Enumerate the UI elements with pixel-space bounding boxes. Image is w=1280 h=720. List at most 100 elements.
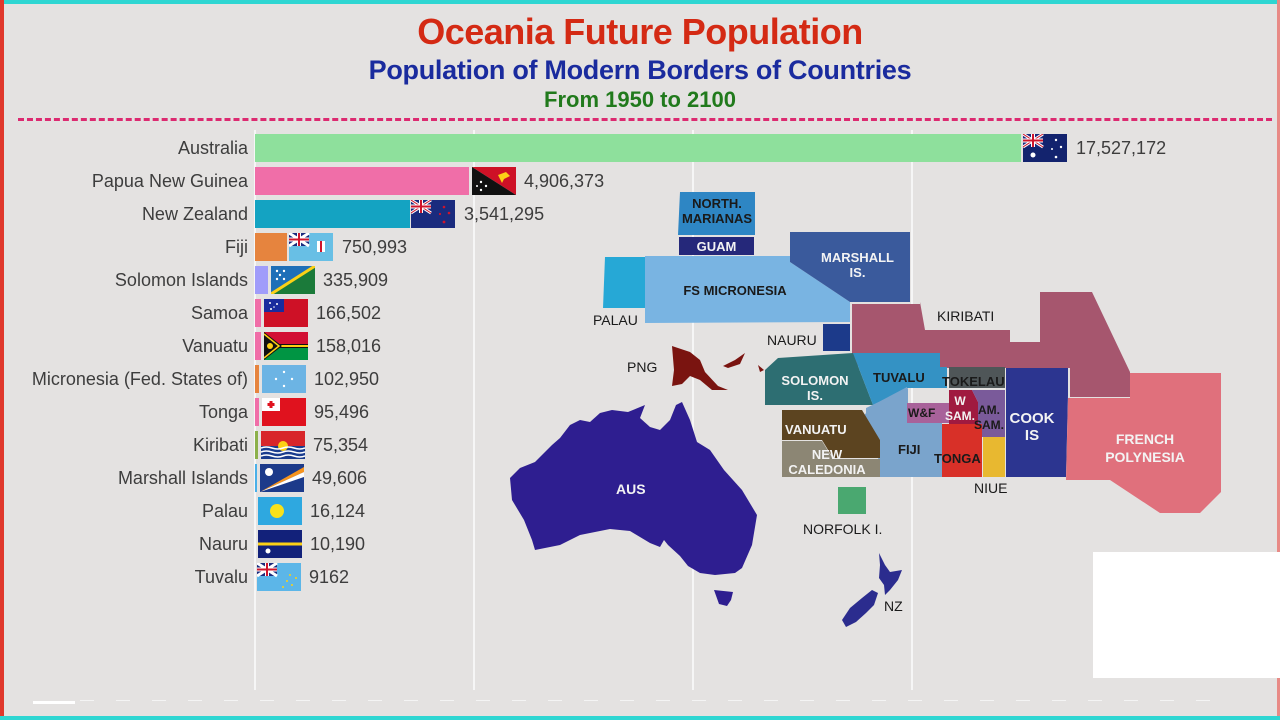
bar xyxy=(255,299,261,327)
solomon-islands-flag-icon xyxy=(271,266,315,294)
map-label-tokelau: TOKELAU xyxy=(942,374,1005,389)
marshall-islands-flag-icon xyxy=(260,464,304,492)
png-flag-icon xyxy=(472,167,516,195)
map-cook-islands xyxy=(1006,368,1068,477)
timeline-progress[interactable] xyxy=(33,701,75,704)
bar-label: Tonga xyxy=(198,402,248,422)
title-divider xyxy=(18,118,1272,121)
map-marshall xyxy=(790,232,910,302)
map-label-nz: NZ xyxy=(884,598,903,614)
vanuatu-flag-icon xyxy=(264,332,308,360)
gridline xyxy=(692,130,694,690)
bar-value: 4,906,373 xyxy=(524,171,605,191)
gridline xyxy=(473,130,475,690)
map-tasmania xyxy=(714,590,733,606)
bar-row-solomon-islands: Solomon Islands 335,909 xyxy=(0,265,1280,295)
map-tuvalu xyxy=(853,353,947,405)
overlay-box xyxy=(1093,552,1280,678)
bar-row-tonga: Tonga 95,496 xyxy=(0,397,1280,427)
samoa-flag-icon xyxy=(264,299,308,327)
bar-label: Vanuatu xyxy=(182,336,248,356)
bar-row-palau: Palau 16,124 xyxy=(0,496,1280,526)
map-niue xyxy=(983,437,1005,477)
bar xyxy=(255,431,258,459)
bar-value: 95,496 xyxy=(314,402,370,422)
bar-row-vanuatu: Vanuatu 158,016 xyxy=(0,331,1280,361)
bar-label: Fiji xyxy=(225,237,248,257)
map-label-north-marianas: NORTH. MARIANAS xyxy=(681,196,753,226)
bar-value: 750,993 xyxy=(342,237,408,257)
bar xyxy=(255,167,469,195)
bar-label: Australia xyxy=(177,138,248,158)
map-australia xyxy=(510,402,757,575)
map-palau xyxy=(603,257,645,308)
bar-value: 3,541,295 xyxy=(464,204,545,224)
map-nz-south xyxy=(842,590,878,627)
bar-row-marshall-islands: Marshall Islands 49,606 xyxy=(0,463,1280,493)
map-label-marshall: MARSHALL IS. xyxy=(821,250,894,280)
map-label-nauru: NAURU xyxy=(767,332,817,348)
map-label-norfolk: NORFOLK I. xyxy=(803,521,883,537)
bar-label: Micronesia (Fed. States of) xyxy=(31,369,248,389)
map-label-guam: GUAM xyxy=(696,239,737,254)
bar-value: 166,502 xyxy=(316,303,382,323)
map-label-png: PNG xyxy=(627,359,658,375)
map-kiribati xyxy=(852,292,1130,397)
bar xyxy=(255,332,261,360)
map-fiji-main xyxy=(866,388,942,477)
bar-value: 75,354 xyxy=(313,435,369,455)
bar-row-papua-new-guinea: Papua New Guinea 4,906,373 xyxy=(0,166,1280,196)
map-label-niue: NIUE xyxy=(974,480,1008,496)
map-nz-north xyxy=(879,553,902,595)
bar-label: Marshall Islands xyxy=(117,468,248,488)
bar-row-samoa: Samoa 166,502 xyxy=(0,298,1280,328)
bar-row-kiribati: Kiribati 75,354 xyxy=(0,430,1280,460)
map-label-new-caledonia: NEW CALEDONIA xyxy=(788,447,866,477)
right-border xyxy=(1277,0,1280,720)
bar-row-australia: Australia 17,527,172 xyxy=(0,133,1280,163)
bar-value: 49,606 xyxy=(312,468,368,488)
tuvalu-flag-icon xyxy=(257,563,301,591)
top-border xyxy=(0,0,1280,4)
map-label-solomon: SOLOMON IS. xyxy=(781,373,849,403)
micronesia-flag-icon xyxy=(262,365,306,393)
bar-value: 9162 xyxy=(309,567,350,587)
bar-row-new-zealand: New Zealand 3,541,295 xyxy=(0,199,1280,229)
bar xyxy=(255,464,257,492)
bar-label: New Zealand xyxy=(141,204,248,224)
map-french-polynesia xyxy=(1066,373,1221,513)
tonga-flag-icon xyxy=(262,398,306,426)
chart-period: From 1950 to 2100 xyxy=(544,87,736,112)
map-label-am-samoa: AM. SAM. xyxy=(974,403,1004,432)
map-label-palau: PALAU xyxy=(593,312,638,328)
map-w-samoa xyxy=(949,390,978,424)
map-norfolk xyxy=(838,487,866,514)
map-label-wf: W&F xyxy=(908,406,936,420)
bottom-border xyxy=(0,716,1280,720)
palau-flag-icon xyxy=(258,497,302,525)
bar-value: 335,909 xyxy=(323,270,389,290)
chart-subtitle: Population of Modern Borders of Countrie… xyxy=(368,55,912,85)
bar-label: Palau xyxy=(201,501,248,521)
bar xyxy=(255,233,287,261)
map-label-fs-micronesia: FS MICRONESIA xyxy=(683,283,787,298)
nauru-flag-icon xyxy=(258,530,302,558)
bar-label: Kiribati xyxy=(192,435,248,455)
map-label-cook: COOK IS xyxy=(1009,410,1055,444)
bar-row-fiji: Fiji 750,993 xyxy=(0,232,1280,262)
map-label-tuvalu: TUVALU xyxy=(873,370,925,385)
map-solomon xyxy=(765,353,873,405)
bar-label: Papua New Guinea xyxy=(91,171,248,191)
bar-row-nauru: Nauru 10,190 xyxy=(0,529,1280,559)
bar-value: 158,016 xyxy=(316,336,382,356)
map-label-kiribati: KIRIBATI xyxy=(937,308,995,324)
map-label-french-polynesia: FRENCH POLYNESIA xyxy=(1105,431,1185,465)
map-guam xyxy=(679,237,754,255)
left-border xyxy=(0,0,4,720)
map-nauru xyxy=(823,324,850,351)
bar-value: 10,190 xyxy=(310,534,366,554)
bar-value: 17,527,172 xyxy=(1076,138,1167,158)
bar xyxy=(255,134,1021,162)
